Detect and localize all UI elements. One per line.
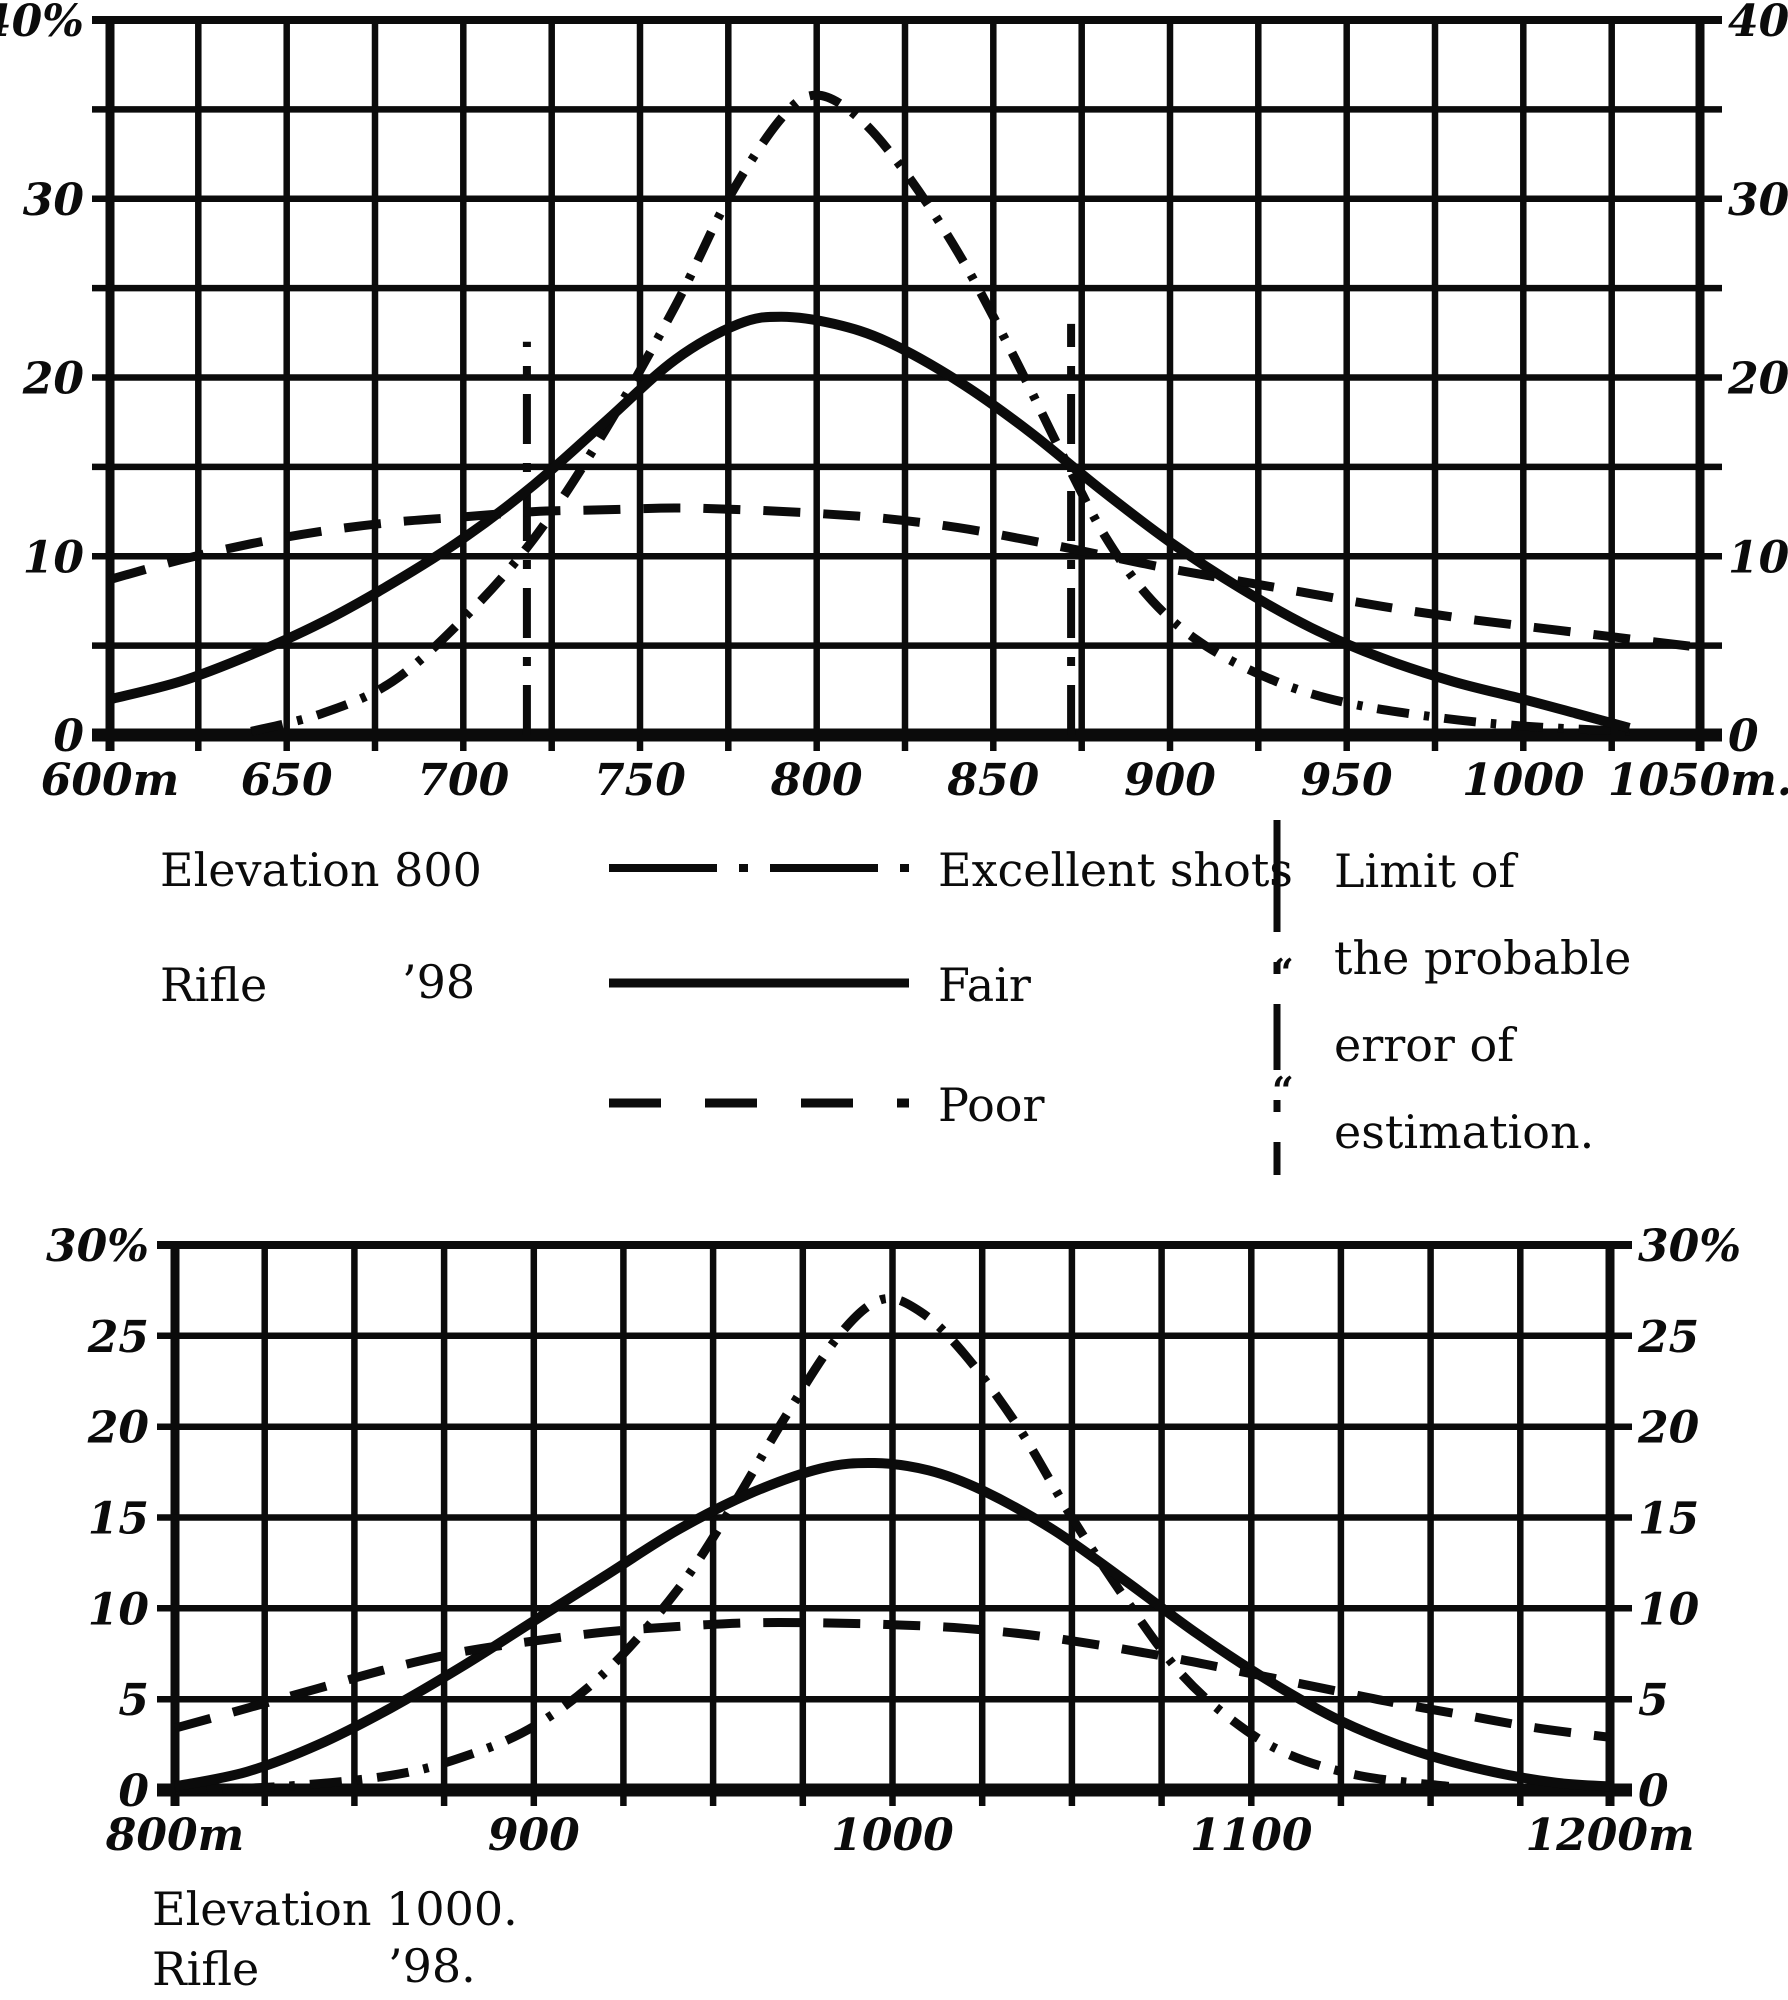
legend-rifle-label: Rifle <box>160 958 268 1012</box>
series-fair <box>174 1457 1611 1792</box>
y-tick-label-right: 20 <box>1727 354 1788 405</box>
y-tick-label-right: 30% <box>1638 1221 1741 1272</box>
caption-elevation: Elevation 1000. <box>152 1882 518 1936</box>
chart-elevation-800: 40%40%30302020101000600m6507007508008509… <box>0 0 1788 806</box>
y-tick-label-right: 25 <box>1637 1312 1699 1363</box>
y-tick-label-right: 5 <box>1638 1675 1669 1726</box>
y-tick-label-left: 0 <box>53 711 84 762</box>
y-tick-label-left: 5 <box>118 1675 149 1726</box>
y-tick-label-right: 40% <box>1728 0 1788 47</box>
y-tick-label-left: 25 <box>87 1312 149 1363</box>
poor-line-sample-icon <box>609 1098 909 1108</box>
legend-series-poor: Poor <box>938 1078 1045 1132</box>
series-fair <box>108 311 1631 733</box>
series-excellent-shots <box>174 1294 1450 1795</box>
x-tick-label: 1200m <box>1525 1810 1694 1861</box>
legend-elevation-label: Elevation 800 <box>160 843 482 897</box>
y-tick-label-left: 20 <box>22 354 85 405</box>
y-tick-label-left: 30% <box>46 1221 149 1272</box>
limit-note-line-1: Limit of <box>1334 844 1516 898</box>
series-excellent-shots <box>250 90 1630 736</box>
x-tick-label: 1000 <box>831 1810 954 1861</box>
y-tick-label-left: 20 <box>87 1403 150 1454</box>
caption-rifle: Rifle <box>152 1942 260 1996</box>
x-tick-label: 850 <box>946 755 1039 806</box>
x-tick-label: 1100 <box>1190 1810 1313 1861</box>
legend-ditto-fair: “ <box>1272 950 1296 995</box>
x-tick-label: 900 <box>1124 755 1216 806</box>
y-tick-label-right: 15 <box>1638 1494 1699 1545</box>
y-tick-label-left: 40% <box>0 0 84 47</box>
y-tick-label-left: 10 <box>88 1584 150 1635</box>
limit-note-line-3: error of <box>1334 1018 1515 1072</box>
x-tick-label: 1050m. <box>1608 755 1788 806</box>
y-tick-label-right: 0 <box>1638 1766 1669 1817</box>
y-tick-label-left: 0 <box>118 1766 149 1817</box>
y-tick-label-right: 10 <box>1638 1584 1700 1635</box>
y-tick-label-right: 10 <box>1728 532 1788 583</box>
legend-rifle-model: ’98 <box>402 955 476 1009</box>
x-tick-label: 700 <box>417 755 509 806</box>
limit-note-line-2: the probable <box>1334 931 1632 985</box>
series-poor <box>173 1618 1611 1742</box>
x-tick-label: 900 <box>488 1810 580 1861</box>
excellent-line-sample-icon <box>609 864 909 872</box>
x-tick-label: 650 <box>241 755 333 806</box>
y-tick-label-left: 30 <box>23 175 85 226</box>
x-tick-label: 1000 <box>1462 755 1585 806</box>
y-tick-label-right: 30 <box>1728 175 1788 226</box>
x-tick-label: 950 <box>1301 755 1393 806</box>
x-tick-label: 800 <box>770 755 863 806</box>
y-tick-label-left: 15 <box>88 1494 149 1545</box>
caption-rifle-model: ’98. <box>388 1939 476 1993</box>
limit-note: Limit of the probable error of estimatio… <box>1334 828 1631 1176</box>
legend-series-excellent: Excellent shots <box>938 843 1293 897</box>
limit-line-sample-icon <box>1273 820 1281 1175</box>
y-tick-label-right: 0 <box>1728 711 1759 762</box>
y-tick-label-left: 10 <box>23 532 85 583</box>
x-tick-label: 600m <box>41 755 179 806</box>
x-tick-label: 750 <box>594 755 686 806</box>
limit-note-line-4: estimation. <box>1334 1105 1595 1159</box>
series-poor <box>108 503 1701 652</box>
fair-line-sample-icon <box>609 978 909 988</box>
x-tick-label: 800m <box>105 1810 244 1861</box>
legend-series-fair: Fair <box>938 958 1031 1012</box>
y-tick-label-right: 20 <box>1637 1403 1700 1454</box>
